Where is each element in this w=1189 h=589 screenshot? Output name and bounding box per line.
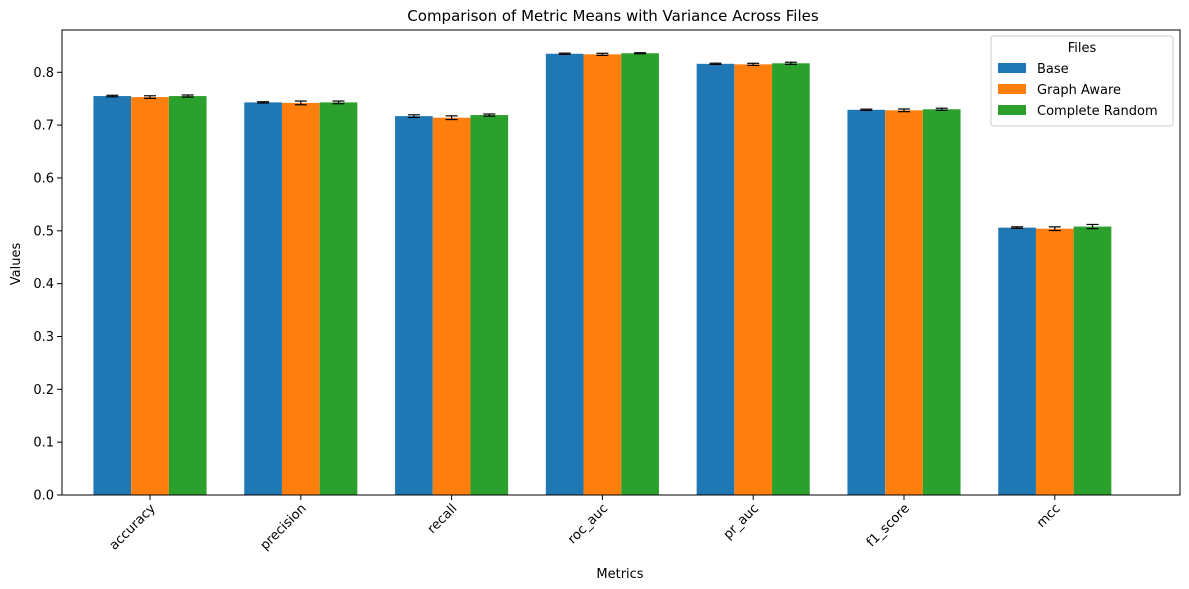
legend-title: Files: [1068, 41, 1097, 56]
bar-f1_score-graph-aware: [885, 110, 923, 496]
error-bar: [898, 108, 910, 113]
error-bar: [332, 100, 345, 105]
x-tick-label-recall: recall: [425, 501, 461, 537]
error-bar: [709, 62, 722, 66]
bar-precision-base: [244, 102, 282, 496]
legend-frame: [990, 35, 1174, 127]
error-bar: [1011, 226, 1024, 230]
error-bar: [106, 94, 119, 98]
bar-roc_auc-base: [545, 53, 584, 495]
bar-mcc-complete-random: [1073, 226, 1112, 495]
y-tick-label: 0.2: [33, 383, 54, 398]
bar-mcc-graph-aware: [1035, 228, 1074, 495]
error-bar: [1048, 226, 1061, 232]
error-bar: [784, 61, 797, 65]
error-bar: [860, 108, 873, 112]
error-bar: [1086, 223, 1099, 230]
x-tick-label-f1_score: f1_score: [864, 501, 913, 550]
y-tick-label: 0.5: [33, 224, 54, 239]
error-bar: [181, 94, 194, 98]
x-tick-label-precision: precision: [258, 501, 310, 553]
legend-swatch: [998, 105, 1026, 115]
error-bar: [596, 52, 609, 56]
y-axis-title: Values: [9, 243, 24, 286]
bar-pr_auc-complete-random: [772, 63, 810, 496]
bar-f1_score-complete-random: [922, 109, 961, 496]
x-tick-label-roc_auc: roc_auc: [565, 501, 611, 547]
error-bar: [294, 100, 307, 106]
plot-frame: [61, 29, 1181, 496]
legend-swatch: [998, 63, 1026, 73]
y-tick-label: 0.7: [33, 119, 54, 134]
y-tick-label: 0.0: [33, 489, 54, 504]
legend-label: Base: [1037, 62, 1069, 77]
bar-f1_score-base: [847, 109, 886, 496]
error-bar: [445, 115, 458, 121]
error-bar: [747, 62, 760, 67]
bar-roc_auc-complete-random: [621, 53, 659, 495]
x-tick-label-mcc: mcc: [1034, 501, 1064, 531]
bar-accuracy-base: [93, 96, 132, 495]
bar-recall-complete-random: [470, 115, 509, 496]
legend-label: Graph Aware: [1037, 83, 1121, 98]
bar-recall-graph-aware: [432, 117, 471, 495]
error-bar: [558, 52, 571, 56]
legend: Files Base Graph Aware Complete Random: [990, 35, 1174, 127]
error-bar: [634, 52, 647, 55]
error-bar: [483, 113, 496, 117]
x-tick-label-accuracy: accuracy: [107, 501, 159, 553]
error-bar: [144, 95, 156, 100]
legend-label: Complete Random: [1037, 104, 1158, 119]
y-tick-label: 0.3: [33, 330, 54, 345]
bar-precision-graph-aware: [281, 102, 320, 495]
y-tick-label: 0.4: [33, 277, 54, 292]
x-axis-title: Metrics: [596, 567, 643, 582]
bar-roc_auc-graph-aware: [583, 54, 622, 495]
y-tick-label: 0.8: [33, 66, 54, 81]
bar-recall-base: [395, 116, 433, 496]
y-tick-label: 0.1: [33, 436, 54, 451]
bars-layer: [93, 52, 1112, 496]
x-tick-label-pr_auc: pr_auc: [721, 501, 762, 542]
error-bar: [257, 101, 270, 104]
error-bar: [935, 107, 948, 111]
bar-accuracy-complete-random: [168, 96, 207, 495]
bar-pr_auc-base: [696, 63, 735, 496]
bar-accuracy-graph-aware: [131, 97, 169, 495]
error-bar: [407, 114, 420, 119]
legend-swatch: [998, 84, 1026, 94]
bar-mcc-base: [998, 227, 1036, 495]
chart-title: Comparison of Metric Means with Variance…: [407, 7, 819, 25]
y-tick-label: 0.6: [33, 171, 54, 186]
bar-pr_auc-graph-aware: [734, 64, 773, 495]
bar-precision-complete-random: [319, 102, 358, 496]
